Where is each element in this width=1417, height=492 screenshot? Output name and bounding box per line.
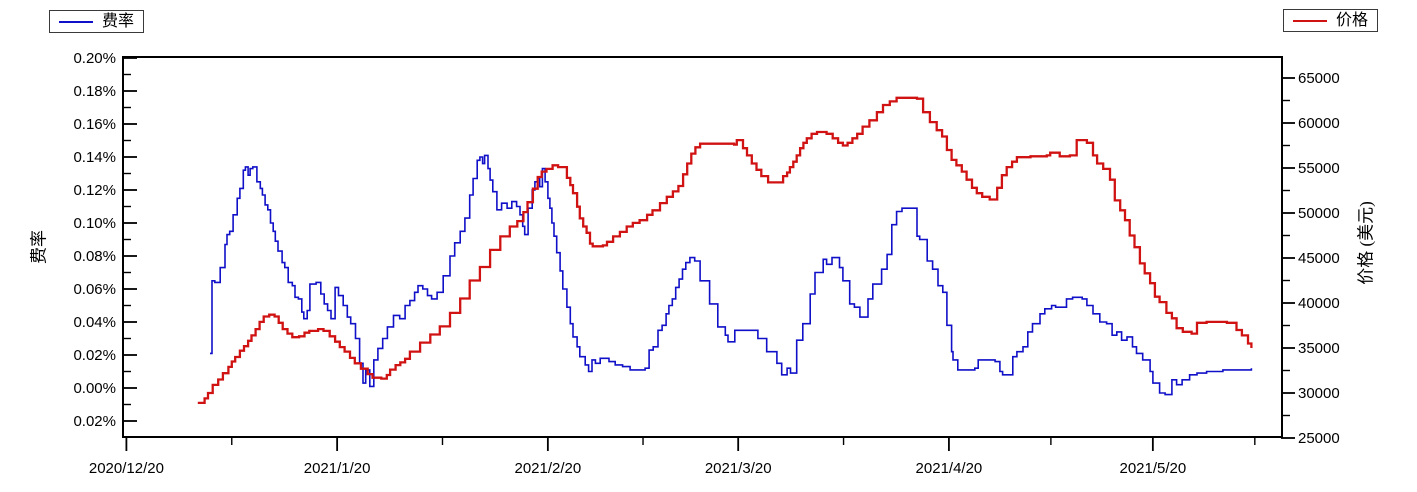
legend-funding-rate-label: 费率 <box>102 12 135 30</box>
y-left-tick-label: 0.20% <box>73 50 116 67</box>
y-left-tick-label: 0.14% <box>73 149 116 166</box>
y-right-tick-label: 45000 <box>1298 250 1340 267</box>
y-left-tick-label: 0.00% <box>73 380 116 397</box>
legend-price: 价格 <box>1283 9 1379 32</box>
funding-rate-line-sample <box>59 20 93 23</box>
y-right-tick-label: 25000 <box>1298 430 1340 447</box>
x-tick-label: 2021/5/20 <box>1119 460 1186 477</box>
plot-frame <box>122 56 1283 438</box>
x-tick-label: 2020/12/20 <box>89 460 164 477</box>
x-tick-label: 2021/3/20 <box>705 460 772 477</box>
y-left-tick-label: 0.16% <box>73 116 116 133</box>
y-left-tick-label: 0.06% <box>73 281 116 298</box>
y-left-tick-label: 0.10% <box>73 215 116 232</box>
legend-price-label: 价格 <box>1336 11 1369 29</box>
x-tick-label: 2021/2/20 <box>514 460 581 477</box>
y-right-tick-label: 50000 <box>1298 205 1340 222</box>
y-right-tick-label: 35000 <box>1298 340 1340 357</box>
y-left-tick-label: 0.02% <box>73 413 116 430</box>
y-right-tick-label: 60000 <box>1298 115 1340 132</box>
price-line-sample <box>1293 19 1327 22</box>
y-left-tick-label: 0.18% <box>73 83 116 100</box>
y-right-tick-label: 40000 <box>1298 295 1340 312</box>
price-line <box>197 96 1253 405</box>
x-tick-label: 2021/4/20 <box>916 460 983 477</box>
x-tick-label: 2021/1/20 <box>304 460 371 477</box>
y-right-tick-label: 55000 <box>1298 160 1340 177</box>
y-left-tick-label: 0.12% <box>73 182 116 199</box>
y-left-tick-label: 0.08% <box>73 248 116 265</box>
funding-rate-line <box>210 154 1253 396</box>
legend-funding-rate: 费率 <box>49 10 145 33</box>
y-right-tick-label: 30000 <box>1298 385 1340 402</box>
y-left-tick-label: 0.04% <box>73 314 116 331</box>
y-right-tick-label: 65000 <box>1298 70 1340 87</box>
y-left-tick-label: 0.02% <box>73 347 116 364</box>
